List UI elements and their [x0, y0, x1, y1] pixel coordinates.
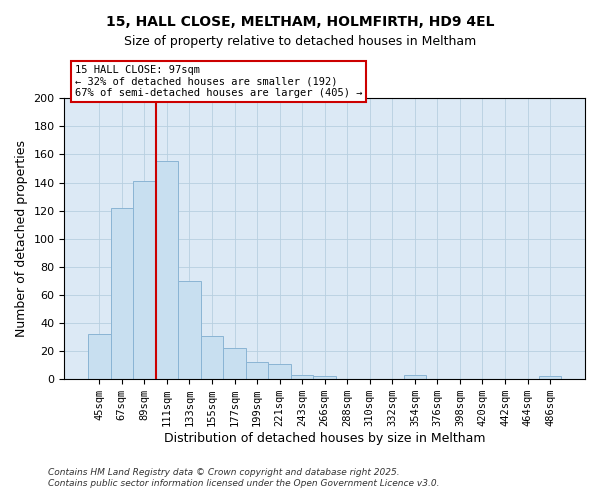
- Bar: [133, 181, 155, 379]
- Bar: [88, 334, 110, 379]
- Bar: [178, 281, 201, 379]
- Bar: [404, 375, 426, 379]
- X-axis label: Distribution of detached houses by size in Meltham: Distribution of detached houses by size …: [164, 432, 485, 445]
- Bar: [313, 376, 336, 379]
- Bar: [201, 336, 223, 379]
- Bar: [110, 208, 133, 379]
- Bar: [155, 162, 178, 379]
- Text: Contains HM Land Registry data © Crown copyright and database right 2025.
Contai: Contains HM Land Registry data © Crown c…: [48, 468, 439, 487]
- Text: 15 HALL CLOSE: 97sqm
← 32% of detached houses are smaller (192)
67% of semi-deta: 15 HALL CLOSE: 97sqm ← 32% of detached h…: [75, 65, 362, 98]
- Bar: [268, 364, 291, 379]
- Bar: [539, 376, 562, 379]
- Text: 15, HALL CLOSE, MELTHAM, HOLMFIRTH, HD9 4EL: 15, HALL CLOSE, MELTHAM, HOLMFIRTH, HD9 …: [106, 15, 494, 29]
- Text: Size of property relative to detached houses in Meltham: Size of property relative to detached ho…: [124, 35, 476, 48]
- Y-axis label: Number of detached properties: Number of detached properties: [15, 140, 28, 337]
- Bar: [223, 348, 246, 379]
- Bar: [291, 375, 313, 379]
- Bar: [246, 362, 268, 379]
